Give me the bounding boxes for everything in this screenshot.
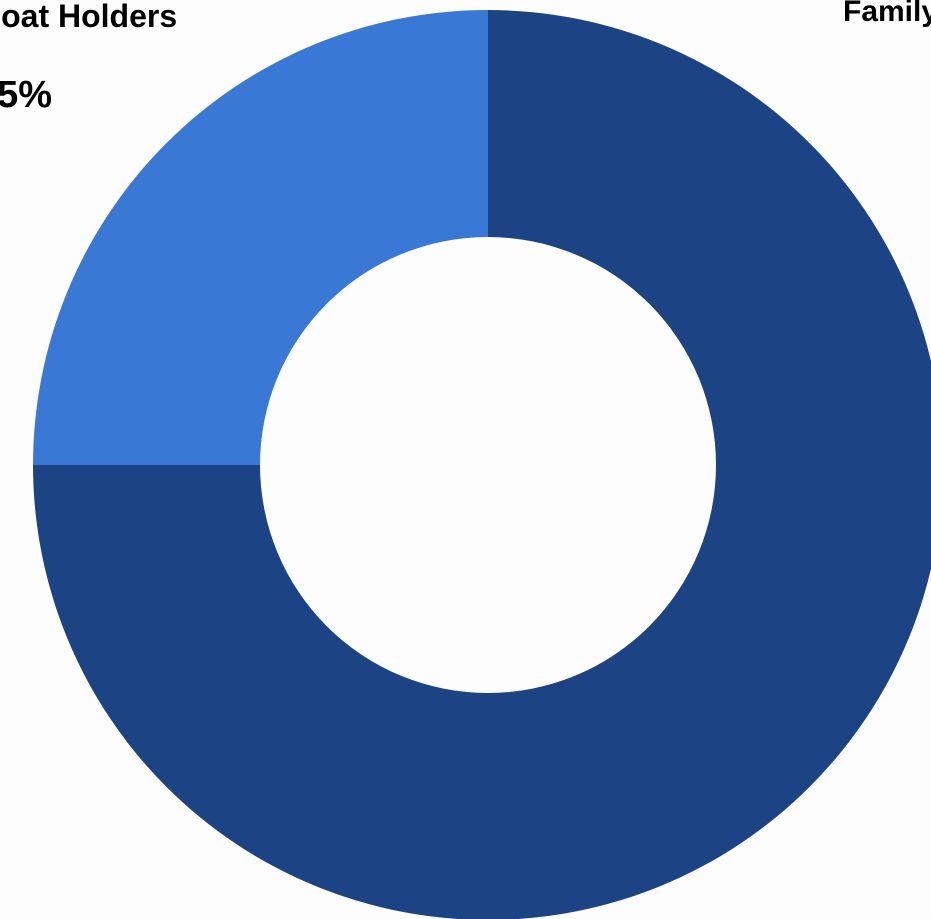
slice-label-boat-holders: Boat Holders (0, 0, 177, 34)
slice-value-boat-holders: 25% (0, 74, 52, 116)
slice-label-family: Family (843, 0, 931, 28)
donut-slices (33, 10, 931, 919)
donut-slice-boat-holders (33, 10, 488, 465)
donut-slice-family (33, 10, 931, 919)
